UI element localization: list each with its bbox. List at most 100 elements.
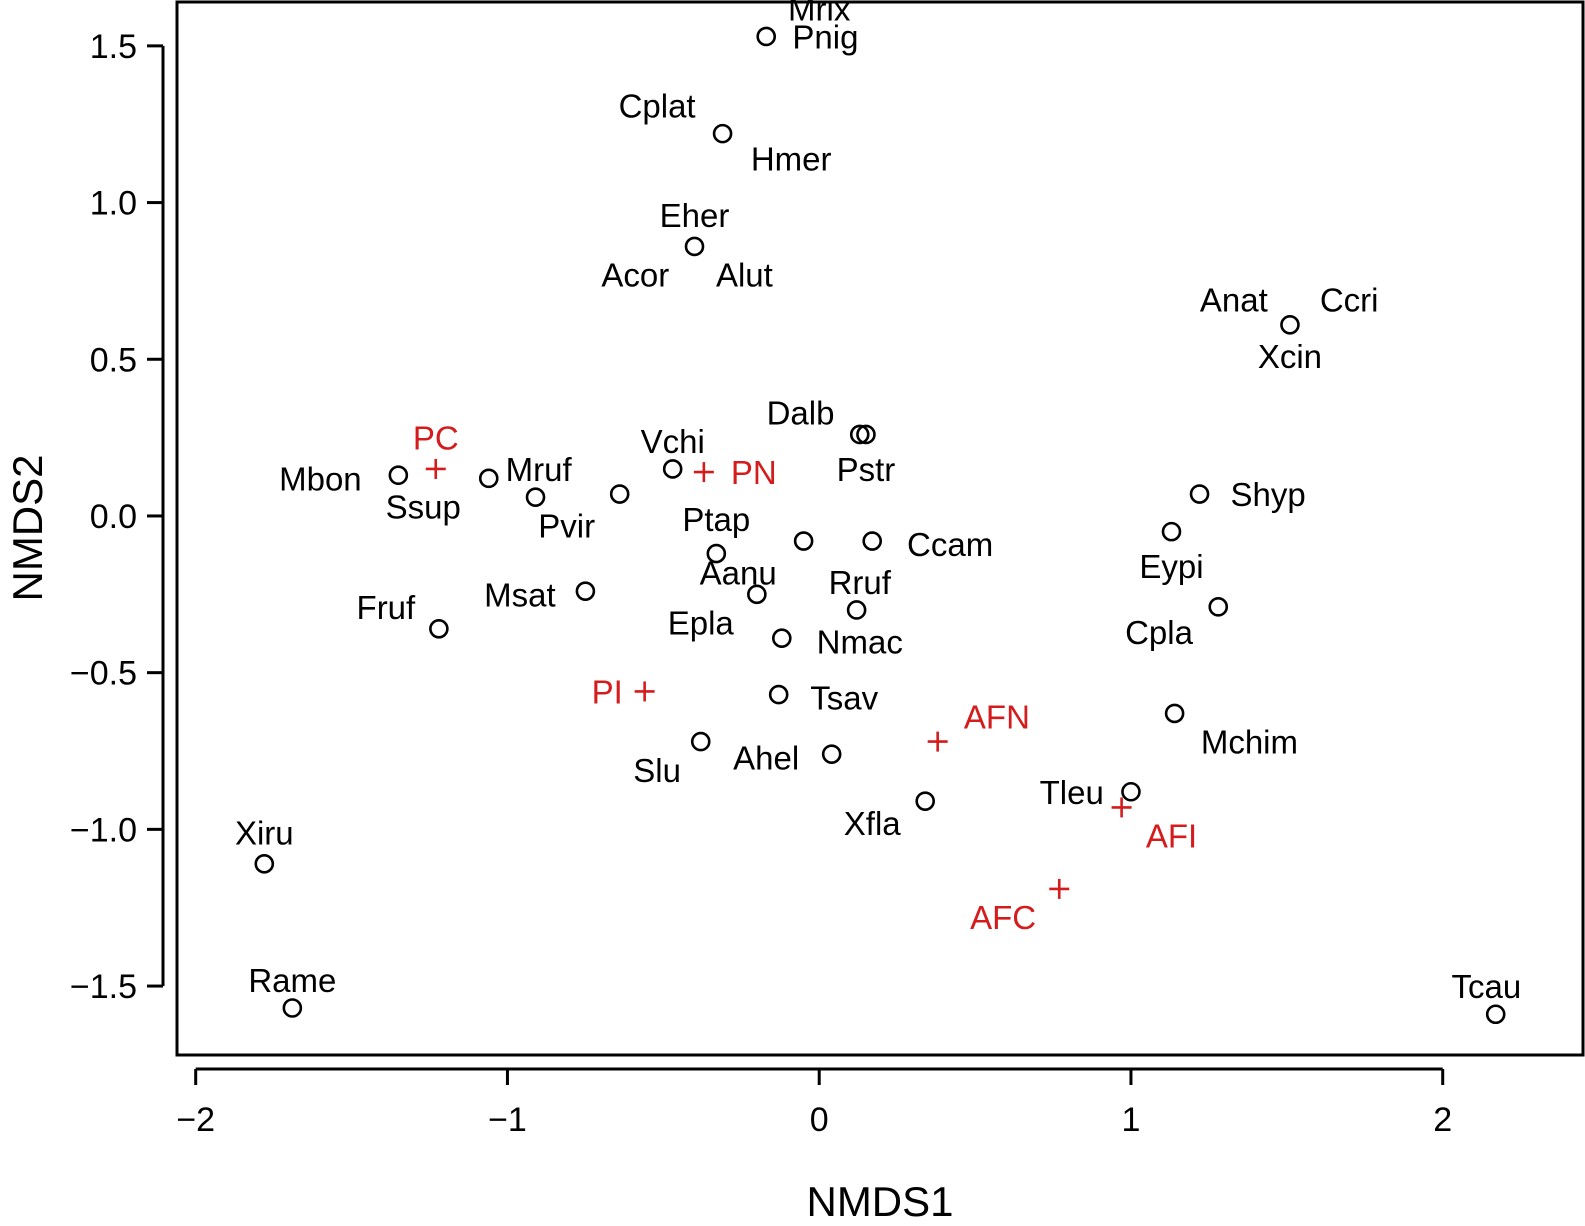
- species-point: [768, 684, 789, 705]
- species-point: [756, 26, 777, 47]
- group-point: [634, 681, 655, 702]
- species-point: [856, 424, 876, 445]
- species-label: Dalb: [767, 395, 835, 432]
- group-label: PC: [413, 420, 459, 457]
- species-label: Xiru: [235, 814, 294, 851]
- species-label: Mruf: [506, 451, 573, 488]
- species-label: Anat: [1200, 282, 1268, 319]
- species-label: Fruf: [357, 589, 417, 626]
- y-tick-label: −1.5: [70, 968, 137, 1006]
- species-point: [429, 618, 449, 639]
- y-axis-title: NMDS2: [4, 454, 51, 601]
- species-label: Eher: [660, 197, 730, 234]
- species-label: Rame: [248, 962, 336, 999]
- species-point: [712, 123, 733, 144]
- species-label: Mbon: [279, 460, 362, 497]
- group-label: AFI: [1146, 818, 1197, 855]
- species-point: [662, 459, 683, 479]
- species-point: [609, 484, 630, 504]
- species-point: [747, 584, 767, 605]
- y-tick-label: 0.5: [90, 341, 137, 379]
- x-tick-label: 2: [1433, 1101, 1452, 1139]
- species-label: Msat: [484, 576, 556, 613]
- species-label: Epla: [668, 605, 735, 642]
- species-point: [1189, 484, 1210, 504]
- species-label: Slu: [633, 752, 681, 789]
- species-label: Tsav: [810, 680, 878, 717]
- species-label: Cpla: [1125, 614, 1194, 651]
- group-label: PN: [731, 454, 777, 491]
- species-label: Pvir: [538, 507, 595, 544]
- x-tick-label: −1: [488, 1101, 527, 1139]
- species-label: Xfla: [844, 805, 902, 842]
- species-point: [1161, 521, 1182, 542]
- species-label: Ccam: [907, 526, 993, 563]
- species-point: [1485, 1004, 1506, 1025]
- species-point: [793, 531, 814, 551]
- y-tick-label: 0.0: [90, 498, 137, 536]
- species-point: [1121, 781, 1141, 802]
- x-axis-title: NMDS1: [806, 1178, 953, 1225]
- species-label: Tleu: [1040, 774, 1104, 811]
- species-label: Shyp: [1231, 476, 1306, 513]
- species-points: [254, 26, 1506, 1025]
- species-label: Pstr: [837, 451, 896, 488]
- species-label: Alut: [716, 257, 773, 294]
- species-point: [254, 854, 275, 874]
- species-point: [690, 731, 711, 752]
- species-point: [821, 744, 842, 764]
- species-point: [388, 465, 409, 486]
- y-tick-label: −1.0: [70, 811, 137, 849]
- group-point: [1049, 878, 1070, 899]
- group-label: AFC: [970, 899, 1036, 936]
- species-label: Tcau: [1451, 968, 1521, 1005]
- species-point: [1280, 314, 1300, 335]
- group-points: PC PN PI AFN AFI AFC: [413, 420, 1197, 936]
- y-tick-label: 1.0: [90, 185, 137, 223]
- x-tick-label: −2: [176, 1101, 215, 1139]
- species-point: [575, 581, 596, 601]
- species-label: Pnig: [792, 18, 858, 55]
- group-point: [927, 731, 948, 752]
- species-label: Nmac: [817, 623, 903, 660]
- species-point: [282, 998, 303, 1018]
- species-point: [478, 468, 499, 489]
- species-label: Vchi: [641, 423, 705, 460]
- species-label: Xcin: [1258, 338, 1322, 375]
- y-tick-label: 1.5: [90, 28, 137, 66]
- species-label: Acor: [601, 257, 669, 294]
- species-point: [684, 236, 705, 257]
- group-point: [1111, 797, 1132, 818]
- species-label: Cplat: [619, 87, 696, 124]
- species-label: Aanu: [700, 554, 777, 591]
- species-label: Ptap: [682, 501, 750, 538]
- species-point: [862, 531, 883, 551]
- x-tick-label: 1: [1121, 1101, 1140, 1139]
- species-label: Hmer: [751, 141, 832, 178]
- species-label: Mchim: [1201, 724, 1298, 761]
- group-label: AFN: [964, 699, 1030, 736]
- species-label: Mrix: [788, 0, 851, 27]
- x-tick-label: 0: [810, 1101, 829, 1139]
- species-point: [525, 487, 546, 507]
- species-label: Eypi: [1139, 548, 1203, 585]
- species-point: [1208, 597, 1229, 617]
- axes: −2 −1 0 1 2 −1.5 −1.0 −0.5 0.0 0.5 1.0 1.5: [70, 28, 1452, 1139]
- group-point: [425, 458, 446, 479]
- species-point: [846, 600, 867, 620]
- group-point: [693, 462, 714, 483]
- species-point: [1164, 703, 1185, 724]
- species-point: [706, 543, 727, 564]
- species-point: [915, 791, 936, 811]
- species-label: Ssup: [386, 489, 461, 526]
- species-point: [771, 628, 792, 648]
- species-label: Ccri: [1320, 282, 1379, 319]
- y-tick-label: −0.5: [70, 655, 137, 693]
- plot-frame: [175, 0, 1585, 1057]
- species-point: [849, 424, 870, 445]
- species-label: Rruf: [829, 564, 892, 601]
- group-label: PI: [592, 673, 623, 710]
- species-label: Ahel: [733, 739, 799, 776]
